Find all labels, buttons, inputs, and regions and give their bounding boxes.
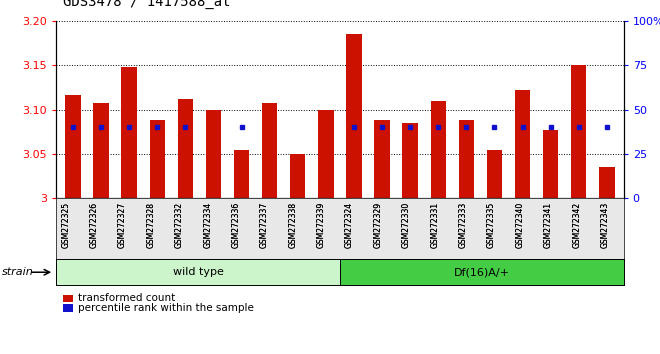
Text: GSM272335: GSM272335 (487, 202, 496, 248)
Bar (206, 110, 221, 198)
Bar (571, 65, 587, 198)
Text: GSM272336: GSM272336 (232, 202, 241, 248)
Bar (318, 110, 333, 198)
Bar (599, 167, 614, 198)
Text: GSM272342: GSM272342 (572, 202, 581, 248)
Text: GSM272341: GSM272341 (544, 202, 552, 248)
Text: GSM272327: GSM272327 (118, 202, 127, 248)
Bar (262, 103, 277, 198)
Text: GSM272324: GSM272324 (345, 202, 354, 248)
Text: GSM272327: GSM272327 (118, 202, 127, 248)
Text: GSM272326: GSM272326 (90, 202, 99, 248)
Bar (150, 120, 165, 198)
Bar (178, 99, 193, 198)
Text: GSM272328: GSM272328 (147, 202, 155, 248)
Text: GSM272340: GSM272340 (515, 202, 524, 248)
Text: Df(16)A/+: Df(16)A/+ (454, 267, 510, 277)
Text: GSM272328: GSM272328 (147, 202, 155, 248)
Bar (403, 123, 418, 198)
Bar (374, 120, 390, 198)
Text: GSM272343: GSM272343 (601, 202, 610, 248)
Text: GSM272335: GSM272335 (487, 202, 496, 248)
Text: GSM272326: GSM272326 (90, 202, 99, 248)
Text: GSM272325: GSM272325 (61, 202, 71, 248)
Text: GSM272339: GSM272339 (317, 202, 326, 248)
Text: GSM272333: GSM272333 (459, 202, 467, 248)
Text: GSM272332: GSM272332 (175, 202, 183, 248)
Bar (459, 120, 474, 198)
Bar (486, 149, 502, 198)
Text: GSM272325: GSM272325 (61, 202, 71, 248)
Text: GSM272337: GSM272337 (260, 202, 269, 248)
Text: GSM272337: GSM272337 (260, 202, 269, 248)
Text: GSM272332: GSM272332 (175, 202, 183, 248)
Text: GSM272341: GSM272341 (544, 202, 552, 248)
Text: GDS3478 / 1417588_at: GDS3478 / 1417588_at (63, 0, 230, 9)
Text: percentile rank within the sample: percentile rank within the sample (78, 303, 253, 313)
Text: GSM272339: GSM272339 (317, 202, 326, 248)
Text: GSM272334: GSM272334 (203, 202, 213, 248)
Text: GSM272330: GSM272330 (402, 202, 411, 248)
Text: GSM272342: GSM272342 (572, 202, 581, 248)
Text: GSM272329: GSM272329 (374, 202, 382, 248)
Bar (290, 154, 306, 198)
Text: GSM272343: GSM272343 (601, 202, 610, 248)
Bar (543, 130, 558, 198)
Text: GSM272330: GSM272330 (402, 202, 411, 248)
Bar (65, 95, 81, 198)
Text: GSM272336: GSM272336 (232, 202, 241, 248)
Text: GSM272340: GSM272340 (515, 202, 524, 248)
Bar (234, 149, 249, 198)
Bar (515, 90, 530, 198)
Bar (346, 34, 362, 198)
Bar (121, 67, 137, 198)
Text: GSM272324: GSM272324 (345, 202, 354, 248)
Text: GSM272338: GSM272338 (288, 202, 297, 248)
Text: transformed count: transformed count (78, 293, 175, 303)
Text: wild type: wild type (172, 267, 224, 277)
Text: GSM272338: GSM272338 (288, 202, 297, 248)
Bar (430, 101, 446, 198)
Text: strain: strain (2, 267, 34, 277)
Bar (93, 103, 109, 198)
Text: GSM272333: GSM272333 (459, 202, 467, 248)
Text: GSM272331: GSM272331 (430, 202, 440, 248)
Text: GSM272334: GSM272334 (203, 202, 213, 248)
Text: GSM272329: GSM272329 (374, 202, 382, 248)
Text: GSM272331: GSM272331 (430, 202, 440, 248)
